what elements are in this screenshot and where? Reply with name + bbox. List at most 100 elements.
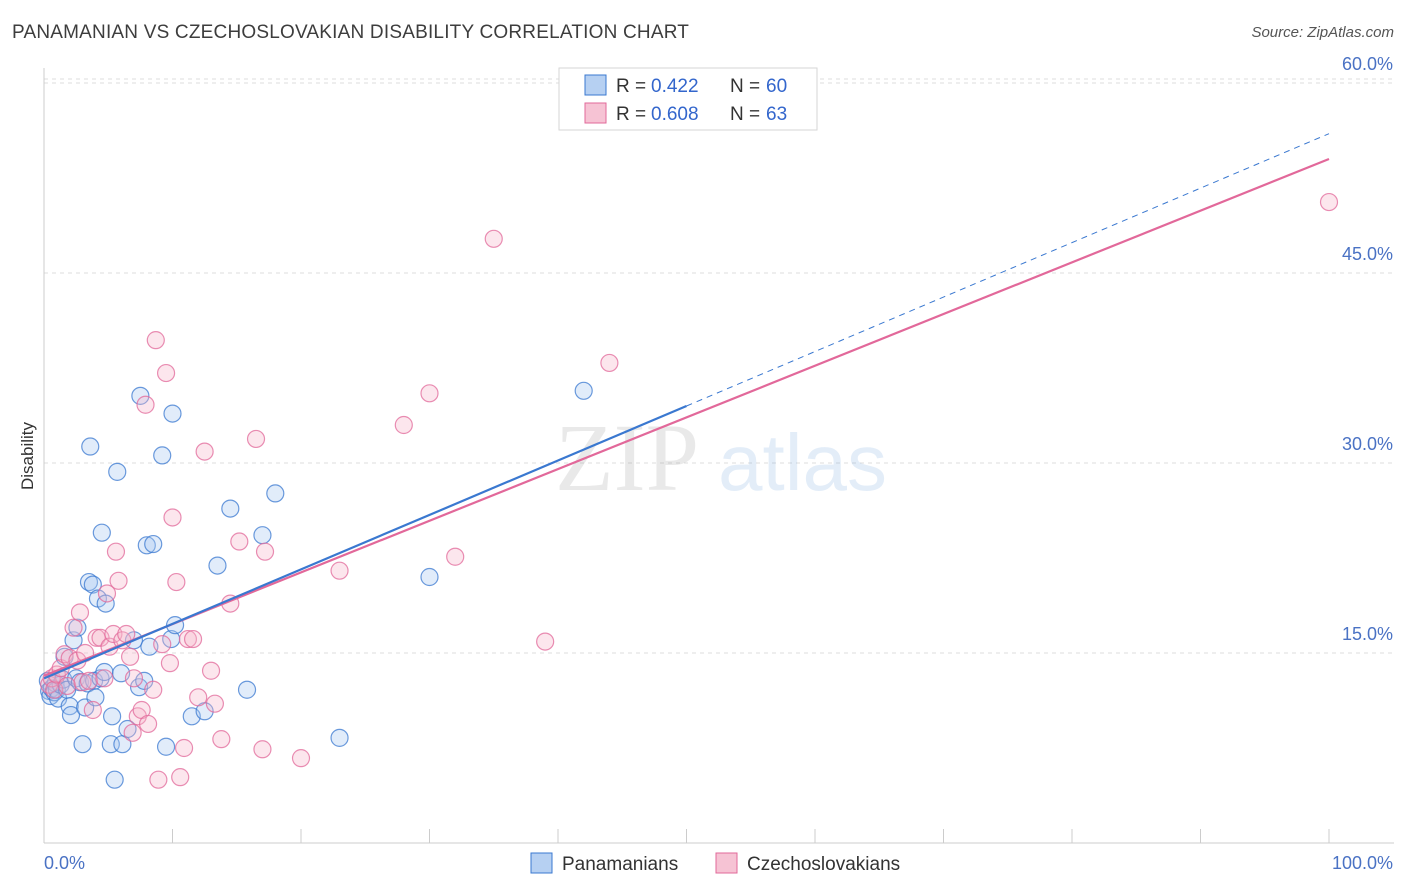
- panamanian-point: [163, 404, 182, 423]
- czechoslovakian-point: [146, 331, 165, 350]
- czechoslovakian-point: [484, 229, 503, 248]
- czechoslovakian-point: [167, 572, 186, 592]
- czechoslovakian-point: [420, 384, 439, 403]
- y-axis-title: Disability: [18, 421, 37, 490]
- y-tick-label-30: 30.0%: [1342, 434, 1393, 454]
- y-tick-labels: 15.0% 30.0% 45.0% 60.0%: [1342, 54, 1393, 644]
- czechoslovakian-point: [104, 624, 123, 644]
- czechoslovakian-point: [212, 730, 231, 749]
- czechoslovakian-point: [330, 561, 349, 580]
- chart-title: PANAMANIAN VS CZECHOSLOVAKIAN DISABILITY…: [12, 22, 690, 43]
- bottom-legend-swatch-czechoslovakians: [715, 852, 738, 874]
- panamanian-point: [330, 728, 349, 747]
- panamanian-point: [68, 618, 87, 637]
- czechoslovakian-point: [138, 714, 158, 734]
- legend-n-value-blue: 60: [766, 76, 787, 97]
- czechoslovakian-point: [64, 618, 83, 637]
- czechoslovakian-point: [446, 547, 465, 566]
- czechoslovakian-point: [536, 632, 555, 651]
- x-tick-label-min: 0.0%: [44, 853, 85, 873]
- panamanian-point: [221, 499, 240, 518]
- legend-swatch-pink: [584, 102, 607, 124]
- czechoslovakian-point: [97, 584, 117, 603]
- czechoslovakian-point: [171, 768, 190, 787]
- y-tick-label-15: 15.0%: [1342, 624, 1393, 644]
- x-tick-label-max: 100.0%: [1332, 853, 1393, 873]
- panamanian-point: [253, 526, 272, 545]
- czechoslovakian-point: [246, 429, 266, 449]
- czechoslovakian-point: [255, 542, 275, 561]
- czechoslovakian-point: [73, 673, 92, 692]
- panamanian-point: [61, 705, 81, 725]
- czechoslovakian-point: [160, 654, 180, 673]
- czechoslovakian-point: [58, 676, 77, 696]
- legend-r-label-blue: R =: [616, 76, 646, 97]
- czechoslovakian-point: [1319, 192, 1339, 212]
- czechoslovakian-point: [195, 442, 214, 461]
- panamanian-point: [144, 534, 163, 554]
- series-czechoslovakians: [40, 192, 1339, 789]
- panamanian-point: [237, 680, 257, 699]
- legend-n-label-blue: N =: [730, 76, 760, 97]
- czechoslovakian-point: [205, 694, 225, 713]
- gridlines: [44, 78, 1394, 654]
- legend-swatch-blue: [584, 74, 607, 96]
- czechoslovakian-point: [70, 603, 90, 622]
- czechoslovakian-point: [120, 647, 140, 666]
- czechoslovakian-point: [153, 635, 172, 654]
- czechoslovakian-point: [230, 532, 249, 551]
- panamanian-point: [156, 737, 176, 756]
- czechoslovakian-point: [79, 671, 99, 690]
- watermark-atlas: atlas: [718, 418, 887, 507]
- legend-r-value-blue: 0.422: [651, 76, 699, 97]
- czechoslovakian-point: [189, 688, 208, 707]
- x-ticks: [43, 829, 1330, 843]
- panamanian-point: [81, 437, 100, 456]
- czechoslovakian-point: [106, 542, 126, 561]
- czechoslovakian-point: [95, 669, 114, 688]
- czechoslovakian-point: [253, 740, 272, 759]
- series-panamanians: [38, 381, 593, 789]
- trend-panamanians-extension: [686, 133, 1330, 407]
- czechoslovakian-point: [144, 680, 163, 699]
- czechoslovakian-point: [178, 629, 198, 649]
- legend-r-label-pink: R =: [616, 104, 646, 125]
- panamanian-point: [103, 707, 122, 726]
- source-label: Source: ZipAtlas.com: [1251, 24, 1394, 41]
- czechoslovakian-point: [83, 700, 102, 720]
- panamanian-point: [574, 381, 593, 400]
- y-tick-label-45: 45.0%: [1342, 244, 1393, 264]
- panamanian-point: [131, 386, 150, 405]
- y-tick-label-60: 60.0%: [1342, 54, 1393, 74]
- bottom-legend-panamanians: Panamanians: [562, 854, 678, 875]
- czechoslovakian-point: [163, 508, 182, 527]
- legend-n-value-pink: 63: [766, 104, 787, 125]
- bottom-legend-swatch-panamanians: [530, 852, 553, 874]
- bottom-legend: Panamanians Czechoslovakians: [530, 852, 900, 875]
- panamanian-point: [153, 446, 172, 465]
- trend-czechoslovakians: [43, 157, 1330, 677]
- legend: R = 0.422 N = 60 R = 0.608 N = 63: [558, 67, 818, 131]
- bottom-legend-czechoslovakians: Czechoslovakians: [747, 854, 900, 875]
- panamanian-point: [92, 523, 111, 542]
- czechoslovakian-point: [109, 571, 128, 590]
- panamanian-point: [83, 575, 102, 594]
- panamanian-point: [208, 556, 227, 575]
- czechoslovakian-point: [174, 738, 194, 758]
- panamanian-point: [105, 770, 124, 789]
- legend-r-value-pink: 0.608: [651, 104, 699, 125]
- czechoslovakian-point: [600, 353, 619, 373]
- czechoslovakian-point: [156, 363, 176, 383]
- czechoslovakian-point: [149, 770, 168, 789]
- legend-n-label-pink: N =: [730, 104, 760, 125]
- czechoslovakian-point: [201, 661, 221, 680]
- panamanian-point: [137, 536, 156, 555]
- czechoslovakian-point: [136, 395, 155, 414]
- panamanian-point: [73, 735, 92, 754]
- czechoslovakian-point: [291, 749, 311, 768]
- panamanian-point: [266, 484, 285, 503]
- czechoslovakian-point: [394, 415, 413, 435]
- czechoslovakian-point: [123, 723, 142, 742]
- panamanian-point: [108, 462, 127, 481]
